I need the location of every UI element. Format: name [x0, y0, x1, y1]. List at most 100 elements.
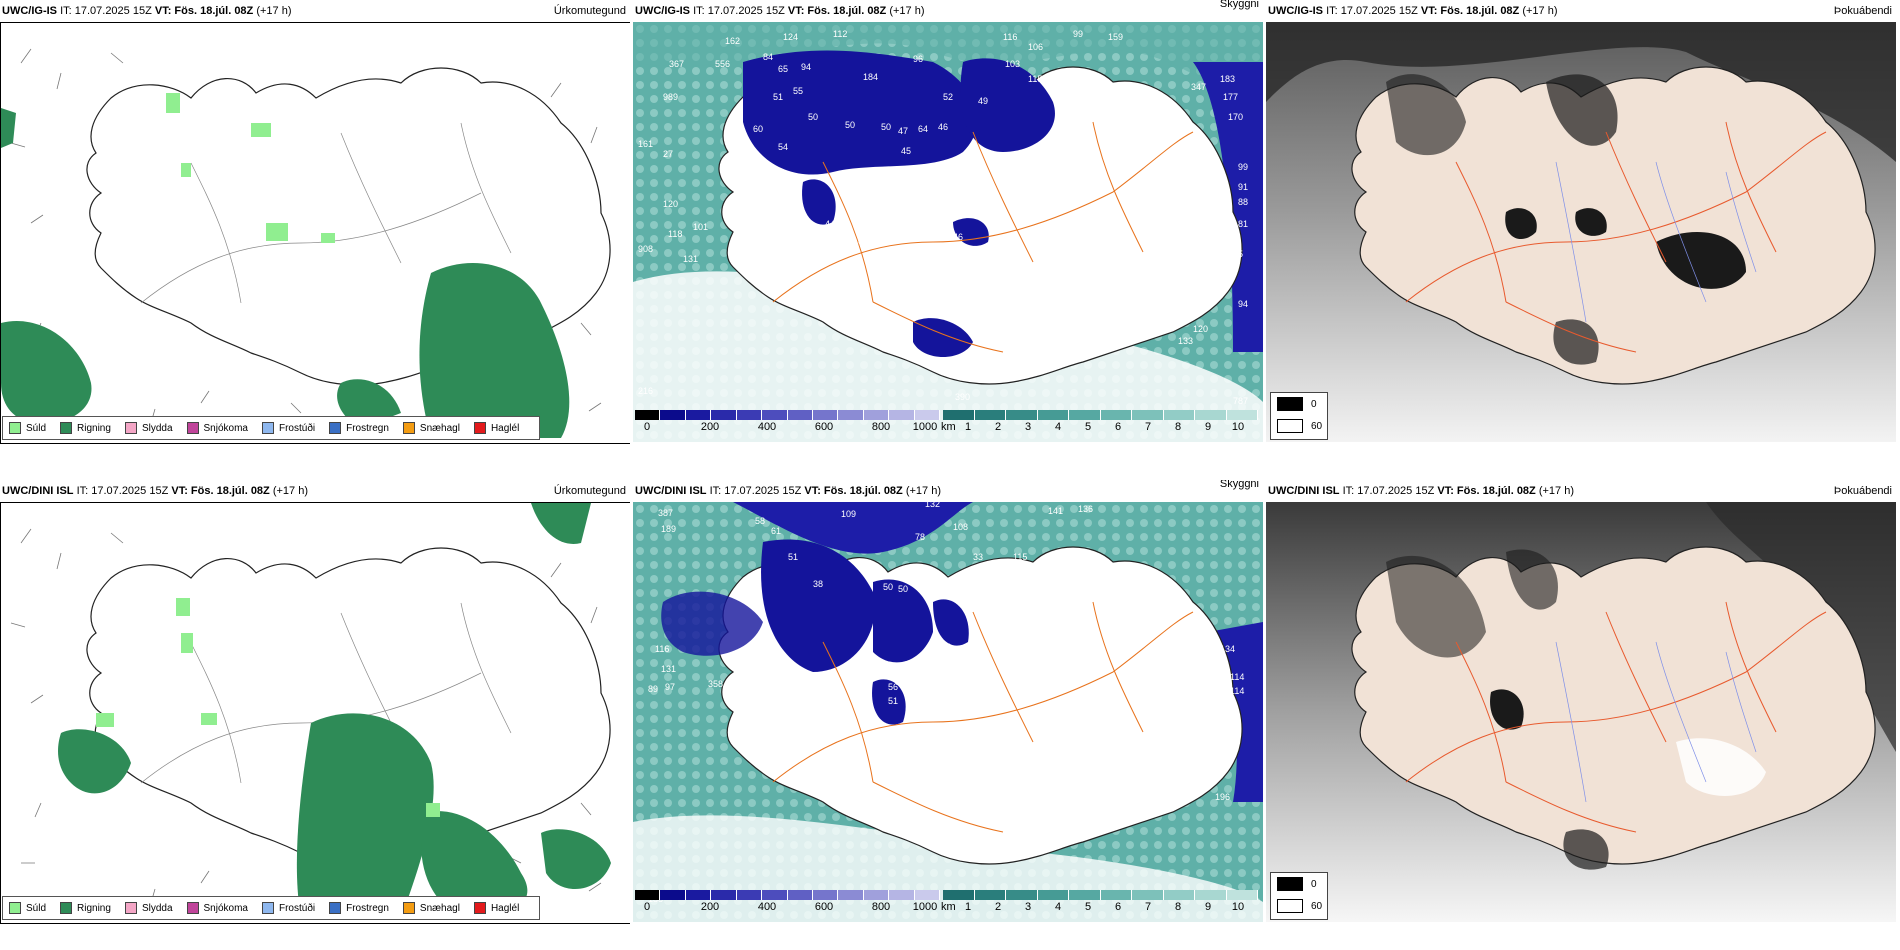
- fog-legend: 0 60: [1270, 872, 1328, 920]
- fog-legend-min: 0: [1271, 393, 1327, 415]
- model-name: UWC/DINI ISL: [2, 485, 74, 497]
- colorbar-m-ticks: 0 200 400 600 800 1000: [635, 420, 940, 434]
- fog-min-label: 0: [1311, 398, 1317, 410]
- visibility-labels: 162 124 112 96 116 106 99 159 367 556 84…: [638, 29, 1248, 406]
- vis-value: 989: [663, 92, 678, 102]
- vis-value: 68: [935, 819, 945, 829]
- vis-value: 390: [955, 392, 970, 402]
- km-tick: 3: [1024, 901, 1032, 913]
- m-tick: 800: [871, 901, 891, 913]
- model-name: UWC/DINI ISL: [1268, 485, 1340, 497]
- km-tick: 8: [1174, 901, 1182, 913]
- map-area: [1266, 502, 1896, 922]
- legend-swatch: [60, 422, 73, 434]
- vis-value: 120: [1193, 324, 1208, 334]
- vis-value: 44: [825, 219, 835, 229]
- vis-value: 88: [1238, 197, 1248, 207]
- vis-value: 94: [1238, 299, 1248, 309]
- vis-value: 94: [801, 62, 811, 72]
- lead-time: (+17 h): [256, 5, 292, 17]
- init-time: IT: 17.07.2025 15Z: [1326, 5, 1418, 17]
- colorbar-segment: [711, 410, 737, 420]
- colorbar-segment: [1037, 410, 1069, 420]
- colorbar-segment: [1195, 890, 1227, 900]
- vis-value: 115: [1028, 74, 1042, 84]
- legend-swatch: [186, 422, 199, 434]
- fog-legend-min: 0: [1271, 873, 1327, 895]
- legend-item: Frostregn: [329, 422, 389, 434]
- precip-legend: Súld Rigning Slydda Snjókoma Frostúði Fr…: [2, 416, 541, 440]
- km-tick: 2: [994, 421, 1002, 433]
- km-tick: 4: [1054, 901, 1062, 913]
- init-time: IT: 17.07.2025 15Z: [60, 5, 152, 17]
- legend-item: Rigning: [60, 422, 111, 434]
- model-name: UWC/IG-IS: [635, 5, 690, 17]
- vis-value: 39: [858, 236, 868, 246]
- colorbar-segment: [914, 410, 941, 420]
- fog-map: [1266, 502, 1896, 922]
- vis-value: 112: [973, 366, 987, 376]
- fog-legend: 0 60: [1270, 392, 1328, 440]
- km-tick: 5: [1084, 901, 1092, 913]
- legend-item: Súld: [9, 902, 46, 914]
- vis-value: 38: [813, 579, 823, 589]
- fog-panel-igis: UWC/IG-IS IT: 17.07.2025 15Z VT: Fös. 18…: [1266, 0, 1896, 450]
- vis-value: 170: [1228, 112, 1243, 122]
- vis-value: 177: [1223, 92, 1238, 102]
- colorbar-segment: [1163, 410, 1195, 420]
- colorbar-segment: [1100, 410, 1132, 420]
- colorbar-segment: [943, 890, 975, 900]
- vis-value: 49: [978, 96, 988, 106]
- colorbar-km-row: [943, 890, 1258, 900]
- lead-time: (+17 h): [272, 485, 309, 497]
- map-area: 162 124 112 96 116 106 99 159 367 556 84…: [633, 22, 1263, 442]
- colorbar-segment: [1069, 410, 1101, 420]
- precip-type-panel-dini: UWC/DINI ISL IT: 17.07.2025 15Z VT: Fös.…: [0, 480, 630, 930]
- vis-value: 42: [838, 742, 848, 752]
- panel-header: UWC/DINI ISL IT: 17.07.2025 15Z VT: Fös.…: [0, 480, 630, 502]
- valid-time: VT: Fös. 18.júl. 08Z: [1437, 485, 1536, 497]
- legend-swatch: [186, 902, 199, 914]
- m-tick: 800: [871, 421, 891, 433]
- init-time: IT: 17.07.2025 15Z: [1342, 485, 1435, 497]
- m-tick: 0: [643, 421, 651, 433]
- vis-value: 118: [668, 229, 682, 239]
- colorbar-m-row: [635, 410, 941, 420]
- map-area: [1266, 22, 1896, 442]
- legend-label: Súld: [26, 422, 47, 434]
- colorbar-segment: [660, 890, 686, 900]
- vis-value: 108: [953, 522, 968, 532]
- vis-value: 114: [1230, 686, 1244, 696]
- km-tick: 3: [1024, 421, 1032, 433]
- vis-value: 50: [963, 162, 973, 172]
- colorbar-m-row: [635, 890, 941, 900]
- vis-value: 61: [771, 526, 781, 536]
- lead-time: (+17 h): [905, 485, 942, 497]
- vis-value: 141: [1048, 506, 1063, 516]
- legend-item: Snjókoma: [186, 422, 248, 434]
- km-tick: 8: [1174, 421, 1182, 433]
- valid-time: VT: Fös. 18.júl. 08Z: [154, 5, 254, 17]
- legend-label: Snjókoma: [203, 902, 248, 914]
- roads: [140, 122, 512, 304]
- legend-label: Frostregn: [346, 422, 389, 434]
- legend-item: Slydda: [124, 902, 173, 914]
- vis-value: 114: [1230, 672, 1244, 682]
- legend-label: Frostregn: [346, 902, 389, 914]
- vis-value: 133: [1178, 336, 1193, 346]
- vis-value: 131: [683, 254, 698, 264]
- colorbar-segment: [1006, 410, 1038, 420]
- vis-value: 120: [663, 199, 678, 209]
- valid-time: VT: Fös. 18.júl. 08Z: [171, 485, 270, 497]
- vis-value: 33: [973, 552, 983, 562]
- fog-dark-areas: [1386, 74, 1746, 365]
- colorbar-segment: [863, 410, 890, 420]
- panel-header: UWC/DINI ISL IT: 17.07.2025 15Z VT: Fös.…: [1266, 480, 1896, 502]
- precip-map: [1, 23, 630, 443]
- colorbar-segment: [914, 890, 941, 900]
- drizzle-areas: [96, 598, 440, 817]
- km-tick: 6: [1114, 901, 1122, 913]
- vis-value: 51: [741, 692, 751, 702]
- km-tick: 1: [964, 901, 972, 913]
- visibility-panel-igis: UWC/IG-IS IT: 17.07.2025 15Z VT: Fös. 18…: [633, 0, 1263, 450]
